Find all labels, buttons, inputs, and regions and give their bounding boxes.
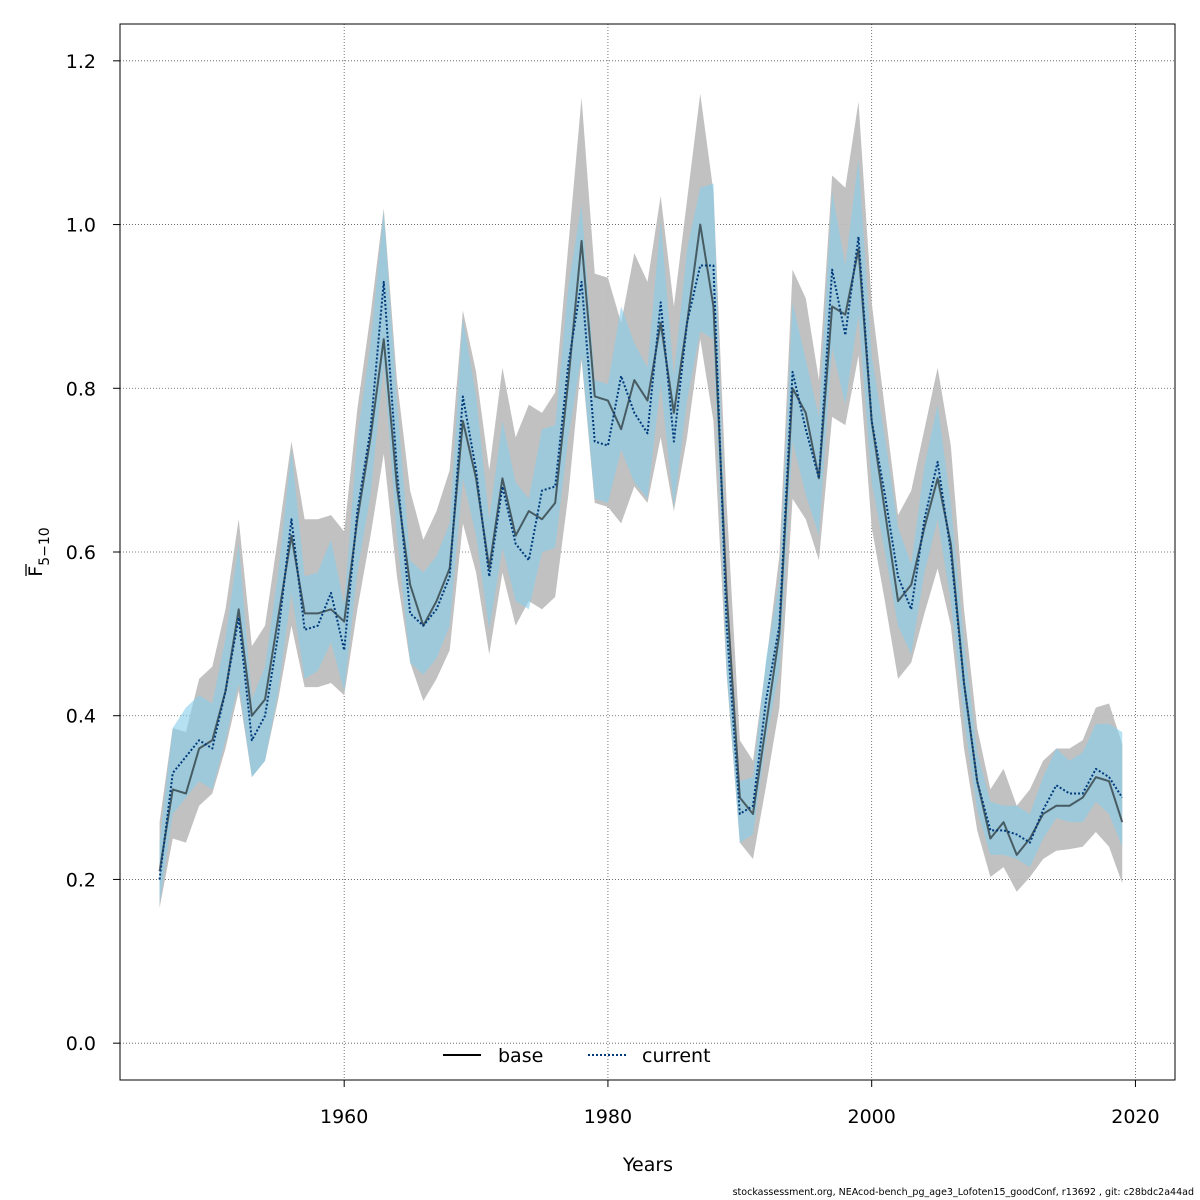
x-tick-label: 2000 <box>848 1106 896 1128</box>
band-current <box>159 159 1123 904</box>
series-lines <box>158 223 1124 880</box>
x-tick-label: 1980 <box>584 1106 632 1128</box>
x-tick-label: 1960 <box>320 1106 368 1128</box>
y-tick-label: 0.0 <box>66 1033 96 1055</box>
legend-base-label: base <box>498 1045 543 1067</box>
legend-current-label: current <box>642 1045 711 1067</box>
y-axis-title-sub: 5−10 <box>37 527 53 565</box>
y-tick-label: 0.4 <box>66 706 96 728</box>
x-axis-title: Years <box>622 1154 673 1176</box>
svg-text:F5−10: F5−10 <box>25 527 53 576</box>
y-tick-label: 1.0 <box>66 215 96 237</box>
legend: base current <box>443 1045 711 1067</box>
y-tick-label: 0.6 <box>66 542 96 564</box>
y-tick-label: 0.8 <box>66 378 96 400</box>
x-tick-label: 2020 <box>1111 1106 1159 1128</box>
y-tick-label: 1.2 <box>66 51 96 73</box>
y-tick-label: 0.2 <box>66 869 96 891</box>
grid <box>120 24 1175 1080</box>
x-axis: 1960 1980 2000 2020 <box>320 1080 1160 1128</box>
y-axis-title: F5−10 <box>25 527 53 576</box>
footer-credit: stockassessment.org, NEAcod-bench_pg_age… <box>732 1187 1194 1198</box>
y-axis-title-main: F <box>25 566 47 577</box>
line-current <box>158 235 1124 880</box>
y-axis: 0.0 0.2 0.4 0.6 0.8 1.0 1.2 <box>66 51 120 1055</box>
confidence-bands <box>159 93 1123 909</box>
